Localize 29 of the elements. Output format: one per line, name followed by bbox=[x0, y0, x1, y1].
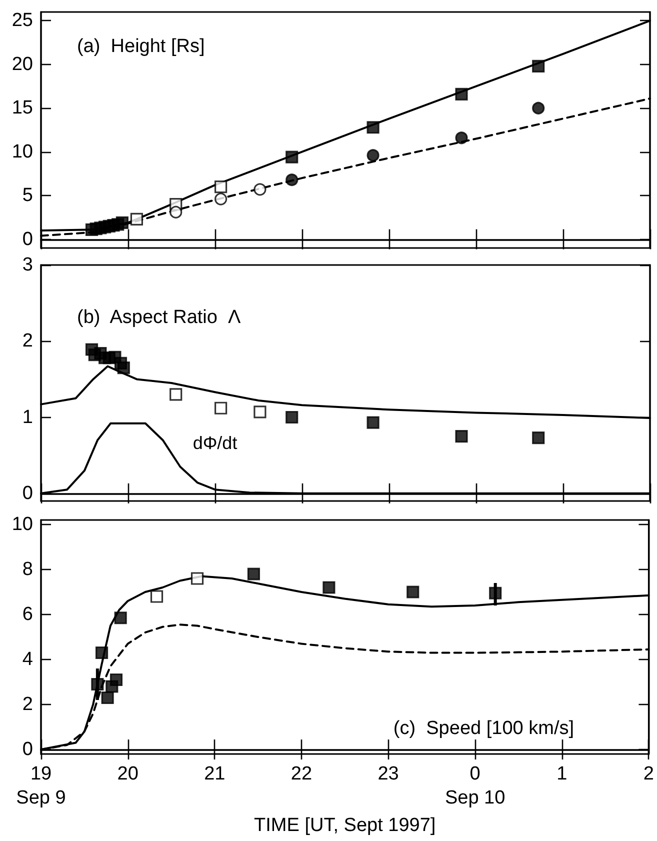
text: (c) Speed [100 km/s] bbox=[393, 718, 574, 739]
y-tick-label: 5 bbox=[22, 185, 33, 206]
x-tick-label: 21 bbox=[204, 764, 226, 784]
x-tick-label: 2 bbox=[643, 764, 654, 784]
y-tick-label: 20 bbox=[12, 54, 33, 75]
y-tick-label: 10 bbox=[12, 514, 33, 535]
y-tick-label: 25 bbox=[12, 10, 33, 32]
x-tick-label: 0 Sep 10 bbox=[444, 764, 506, 808]
y-tick-label: 0 bbox=[22, 482, 33, 504]
y-tick-label: 4 bbox=[22, 649, 34, 670]
y-tick-label: 0 bbox=[22, 739, 33, 760]
x-tick-label: 23 bbox=[378, 764, 399, 784]
annotation: dΦ/dt bbox=[192, 433, 238, 453]
y-tick-label: 6 bbox=[22, 604, 33, 625]
y-tick-label: 2 bbox=[22, 694, 33, 715]
x-tick-label: 22 bbox=[290, 764, 312, 784]
text: (b) Aspect Ratio Λ bbox=[77, 307, 242, 328]
y-tick-label: 15 bbox=[12, 98, 33, 119]
text: (a) Height [Rs] bbox=[77, 36, 205, 57]
y-tick-label: 8 bbox=[22, 559, 33, 580]
y-tick-label: 3 bbox=[22, 254, 33, 276]
y-tick-label: 0 bbox=[22, 228, 33, 250]
y-tick-label: 1 bbox=[22, 406, 33, 428]
y-tick-label: 2 bbox=[22, 330, 33, 352]
x-axis-title: TIME [UT, Sept 1997] bbox=[254, 815, 436, 836]
x-tick-label: 1 bbox=[556, 764, 568, 784]
x-tick-label: 20 bbox=[117, 764, 138, 784]
x-tick-label: 19 Sep 9 bbox=[16, 764, 66, 808]
y-tick-label: 10 bbox=[12, 141, 33, 162]
